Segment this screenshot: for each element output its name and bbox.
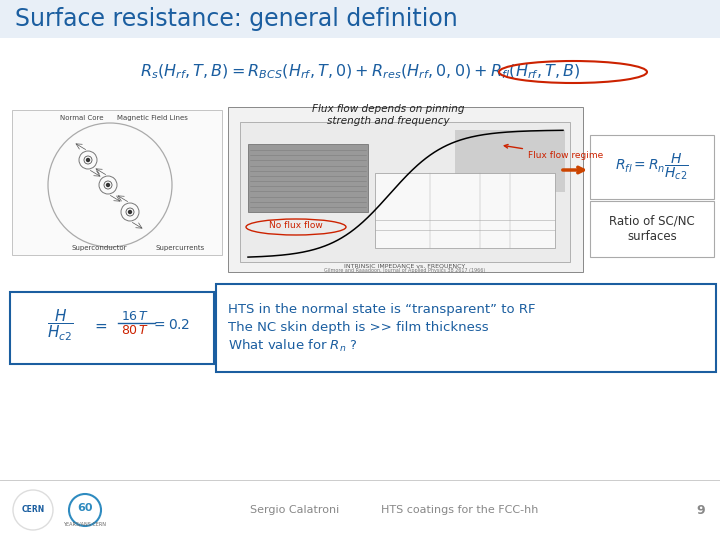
Text: Ratio of SC/NC
surfaces: Ratio of SC/NC surfaces (609, 215, 695, 243)
Text: INTRINSIC IMPEDANCE vs. FREQUENCY: INTRINSIC IMPEDANCE vs. FREQUENCY (344, 264, 466, 269)
FancyBboxPatch shape (12, 110, 222, 255)
Text: Gilmore and Raaadoon, Journal of Applied Physics 38 2617 (1966): Gilmore and Raaadoon, Journal of Applied… (325, 268, 485, 273)
Text: No flux flow: No flux flow (269, 221, 323, 230)
Text: $R_s(H_{rf}, T, B) = R_{BCS}(H_{rf}, T, 0) + R_{res}(H_{rf}, 0, 0) + R_{fl}(H_{r: $R_s(H_{rf}, T, B) = R_{BCS}(H_{rf}, T, … (140, 63, 580, 81)
Text: Normal Core: Normal Core (60, 115, 104, 121)
FancyBboxPatch shape (375, 173, 555, 248)
Text: YEARS/ANS CERN: YEARS/ANS CERN (63, 522, 107, 527)
FancyBboxPatch shape (240, 122, 570, 262)
Text: $= 0.2$: $= 0.2$ (150, 318, 189, 332)
Text: CERN: CERN (22, 505, 45, 515)
Text: HTS coatings for the FCC-hh: HTS coatings for the FCC-hh (382, 505, 539, 515)
Text: $=$: $=$ (92, 318, 108, 333)
Text: $\dfrac{H}{H_{c2}}$: $\dfrac{H}{H_{c2}}$ (47, 307, 73, 343)
FancyBboxPatch shape (590, 201, 714, 257)
Text: Flux flow depends on pinning
strength and frequency: Flux flow depends on pinning strength an… (312, 104, 464, 126)
Text: Sergio Calatroni: Sergio Calatroni (250, 505, 339, 515)
FancyBboxPatch shape (455, 130, 565, 192)
Text: $R_{fl} = R_n \dfrac{H}{H_{c2}}$: $R_{fl} = R_n \dfrac{H}{H_{c2}}$ (615, 152, 689, 183)
FancyBboxPatch shape (228, 107, 583, 272)
Text: $80\,T$: $80\,T$ (121, 323, 149, 336)
Circle shape (128, 211, 132, 213)
Text: Magnetic Field Lines: Magnetic Field Lines (117, 115, 187, 121)
Text: What value for $R_n$ ?: What value for $R_n$ ? (228, 338, 358, 354)
Text: 60: 60 (77, 503, 93, 513)
Text: 9: 9 (696, 503, 705, 516)
Text: Superconductor: Superconductor (72, 245, 127, 251)
Text: HTS in the normal state is “transparent” to RF: HTS in the normal state is “transparent”… (228, 303, 536, 316)
Text: Flux flow regime: Flux flow regime (504, 145, 603, 160)
Circle shape (107, 184, 109, 186)
FancyBboxPatch shape (248, 144, 368, 212)
Circle shape (86, 159, 89, 161)
Text: Surface resistance: general definition: Surface resistance: general definition (15, 7, 458, 31)
FancyBboxPatch shape (10, 292, 214, 364)
FancyBboxPatch shape (0, 0, 720, 38)
FancyBboxPatch shape (216, 284, 716, 372)
Text: $16\,T$: $16\,T$ (121, 310, 149, 323)
Text: The NC skin depth is >> film thickness: The NC skin depth is >> film thickness (228, 321, 489, 334)
Text: Supercurrents: Supercurrents (155, 245, 204, 251)
FancyBboxPatch shape (590, 135, 714, 199)
